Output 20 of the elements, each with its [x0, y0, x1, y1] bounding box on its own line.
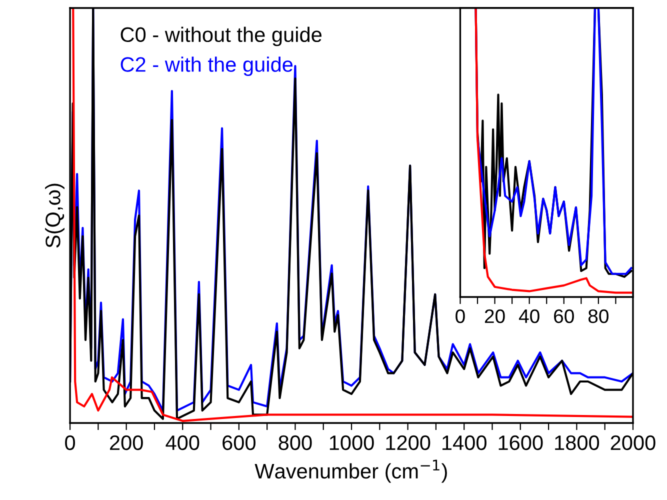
x-tick-label: 600 [222, 435, 256, 450]
series-label: C2 - with the guide [120, 56, 293, 76]
x-tick-label: 1000 [330, 435, 374, 450]
x-tick-label: 1800 [555, 435, 600, 450]
y-axis-title: S(Q,ω) [45, 184, 64, 248]
x-tick-label: 400 [166, 435, 200, 450]
x-tick-label: 0 [456, 309, 465, 324]
x-tick-label: 1400 [442, 435, 486, 450]
x-tick-label: 2000 [610, 435, 656, 450]
x-tick-label: 20 [484, 309, 505, 324]
x-tick-label: 1200 [386, 435, 430, 450]
x-tick-label: 0 [65, 435, 76, 450]
x-tick-label: 40 [518, 309, 540, 324]
x-tick-label: 200 [110, 435, 143, 450]
x-tick-label: 800 [278, 435, 312, 450]
x-axis-title: Wavenumber (cm$^{−1}$) [254, 460, 447, 483]
x-tick-label: 1600 [498, 435, 543, 450]
x-tick-label: 80 [588, 309, 608, 324]
series-label: C0 - without the guide [120, 26, 322, 46]
x-tick-label: 60 [554, 309, 574, 324]
